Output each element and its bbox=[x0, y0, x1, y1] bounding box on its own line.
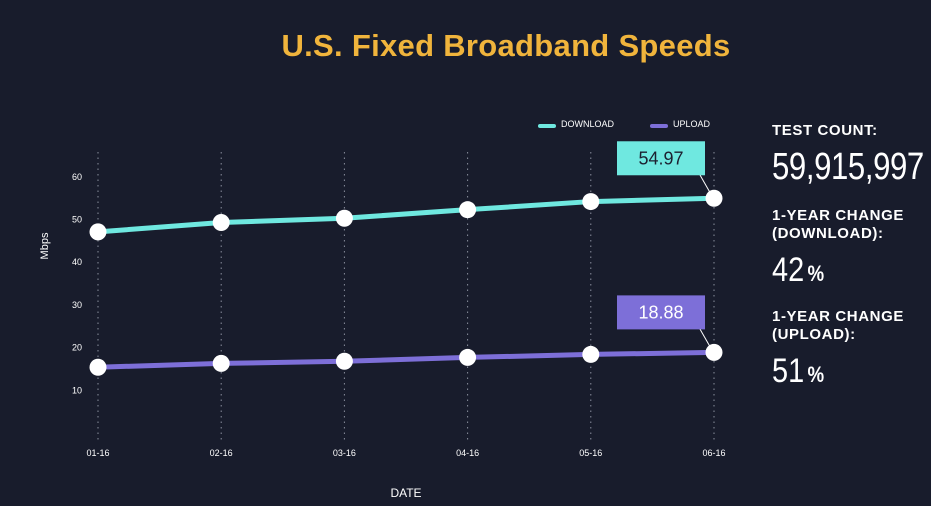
test-count-label: TEST COUNT: bbox=[772, 122, 878, 139]
upload-callout-leader bbox=[698, 327, 712, 349]
upload-callout-box bbox=[617, 295, 705, 330]
download-point-02-16 bbox=[212, 213, 230, 231]
legend-label-upload: UPLOAD bbox=[673, 119, 711, 129]
download-change-value: 42 bbox=[772, 251, 805, 289]
stats-panel: TEST COUNT: 59,915,997 1-YEAR CHANGE (DO… bbox=[772, 122, 931, 409]
y-tick-label-50: 50 bbox=[72, 215, 82, 225]
y-tick-label-60: 60 bbox=[72, 172, 82, 182]
x-tick-label-03-16: 03-16 bbox=[333, 448, 356, 458]
upload-point-01-16 bbox=[89, 358, 107, 376]
x-tick-label-06-16: 06-16 bbox=[702, 448, 725, 458]
download-callout-label: 54.97 bbox=[638, 148, 683, 168]
download-point-01-16 bbox=[89, 223, 107, 241]
upload-point-06-16 bbox=[705, 343, 723, 361]
test-count-value: 59,915,997 bbox=[772, 146, 924, 188]
x-tick-label-01-16: 01-16 bbox=[86, 448, 109, 458]
download-point-06-16 bbox=[705, 189, 723, 207]
y-tick-label-30: 30 bbox=[72, 300, 82, 310]
x-tick-label-05-16: 05-16 bbox=[579, 448, 602, 458]
download-point-03-16 bbox=[335, 209, 353, 227]
line-chart: 10 20 30 40 50 60 01-16 02-16 03-16 04-16 05-16 06-… bbox=[39, 119, 726, 500]
upload-series-line bbox=[95, 349, 717, 370]
upload-point-02-16 bbox=[212, 354, 230, 372]
y-tick-label-20: 20 bbox=[72, 343, 82, 353]
upload-callout-label: 18.88 bbox=[638, 302, 683, 322]
download-change-row: 42% bbox=[772, 251, 908, 290]
x-axis-label: DATE bbox=[390, 486, 421, 500]
x-tick-label-04-16: 04-16 bbox=[456, 448, 479, 458]
upload-change-label: 1-YEAR CHANGE (UPLOAD): bbox=[772, 308, 904, 343]
upload-change-value: 51 bbox=[772, 352, 805, 390]
download-percent-sign: % bbox=[807, 261, 825, 286]
upload-point-04-16 bbox=[459, 348, 477, 366]
upload-change-row: 51% bbox=[772, 352, 908, 391]
upload-percent-sign: % bbox=[807, 362, 825, 387]
download-point-04-16 bbox=[459, 201, 477, 219]
upload-point-03-16 bbox=[335, 352, 353, 370]
upload-point-05-16 bbox=[582, 345, 600, 363]
download-series-line bbox=[95, 195, 717, 235]
download-callout-leader bbox=[698, 173, 712, 195]
download-point-05-16 bbox=[582, 193, 600, 211]
y-tick-label-10: 10 bbox=[72, 385, 82, 395]
download-callout-box bbox=[617, 141, 705, 176]
x-tick-label-02-16: 02-16 bbox=[210, 448, 233, 458]
download-change-label: 1-YEAR CHANGE (DOWNLOAD): bbox=[772, 207, 904, 242]
chart-title: U.S. Fixed Broadband Speeds bbox=[281, 28, 731, 63]
y-axis-label: Mbps bbox=[39, 232, 51, 259]
y-tick-label-40: 40 bbox=[72, 257, 82, 267]
legend-label-download: DOWNLOAD bbox=[561, 119, 615, 129]
